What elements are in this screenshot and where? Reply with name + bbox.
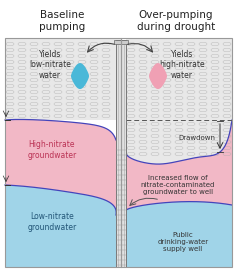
Text: Low-nitrate
groundwater: Low-nitrate groundwater — [27, 212, 77, 232]
Text: High-nitrate
groundwater: High-nitrate groundwater — [27, 140, 77, 160]
Bar — [116, 40, 126, 267]
Bar — [126, 38, 232, 267]
Text: Baseline
pumping: Baseline pumping — [39, 10, 85, 32]
Bar — [5, 38, 121, 267]
Polygon shape — [126, 120, 232, 210]
Polygon shape — [5, 119, 116, 215]
Polygon shape — [5, 185, 116, 267]
Bar — [121, 38, 232, 267]
Text: Drawdown: Drawdown — [178, 135, 215, 141]
Polygon shape — [126, 202, 232, 267]
Text: Public
drinking-water
supply well: Public drinking-water supply well — [157, 232, 209, 252]
Text: Yields
low-nitrate
water: Yields low-nitrate water — [29, 50, 71, 80]
Text: Yields
high-nitrate
water: Yields high-nitrate water — [159, 50, 205, 80]
Text: Increased flow of
nitrate-contaminated
groundwater to well: Increased flow of nitrate-contaminated g… — [141, 175, 215, 195]
Polygon shape — [149, 63, 167, 89]
Text: Over-pumping
during drought: Over-pumping during drought — [137, 10, 215, 32]
Bar — [5, 38, 121, 120]
Bar — [114, 40, 128, 44]
Polygon shape — [71, 63, 89, 89]
